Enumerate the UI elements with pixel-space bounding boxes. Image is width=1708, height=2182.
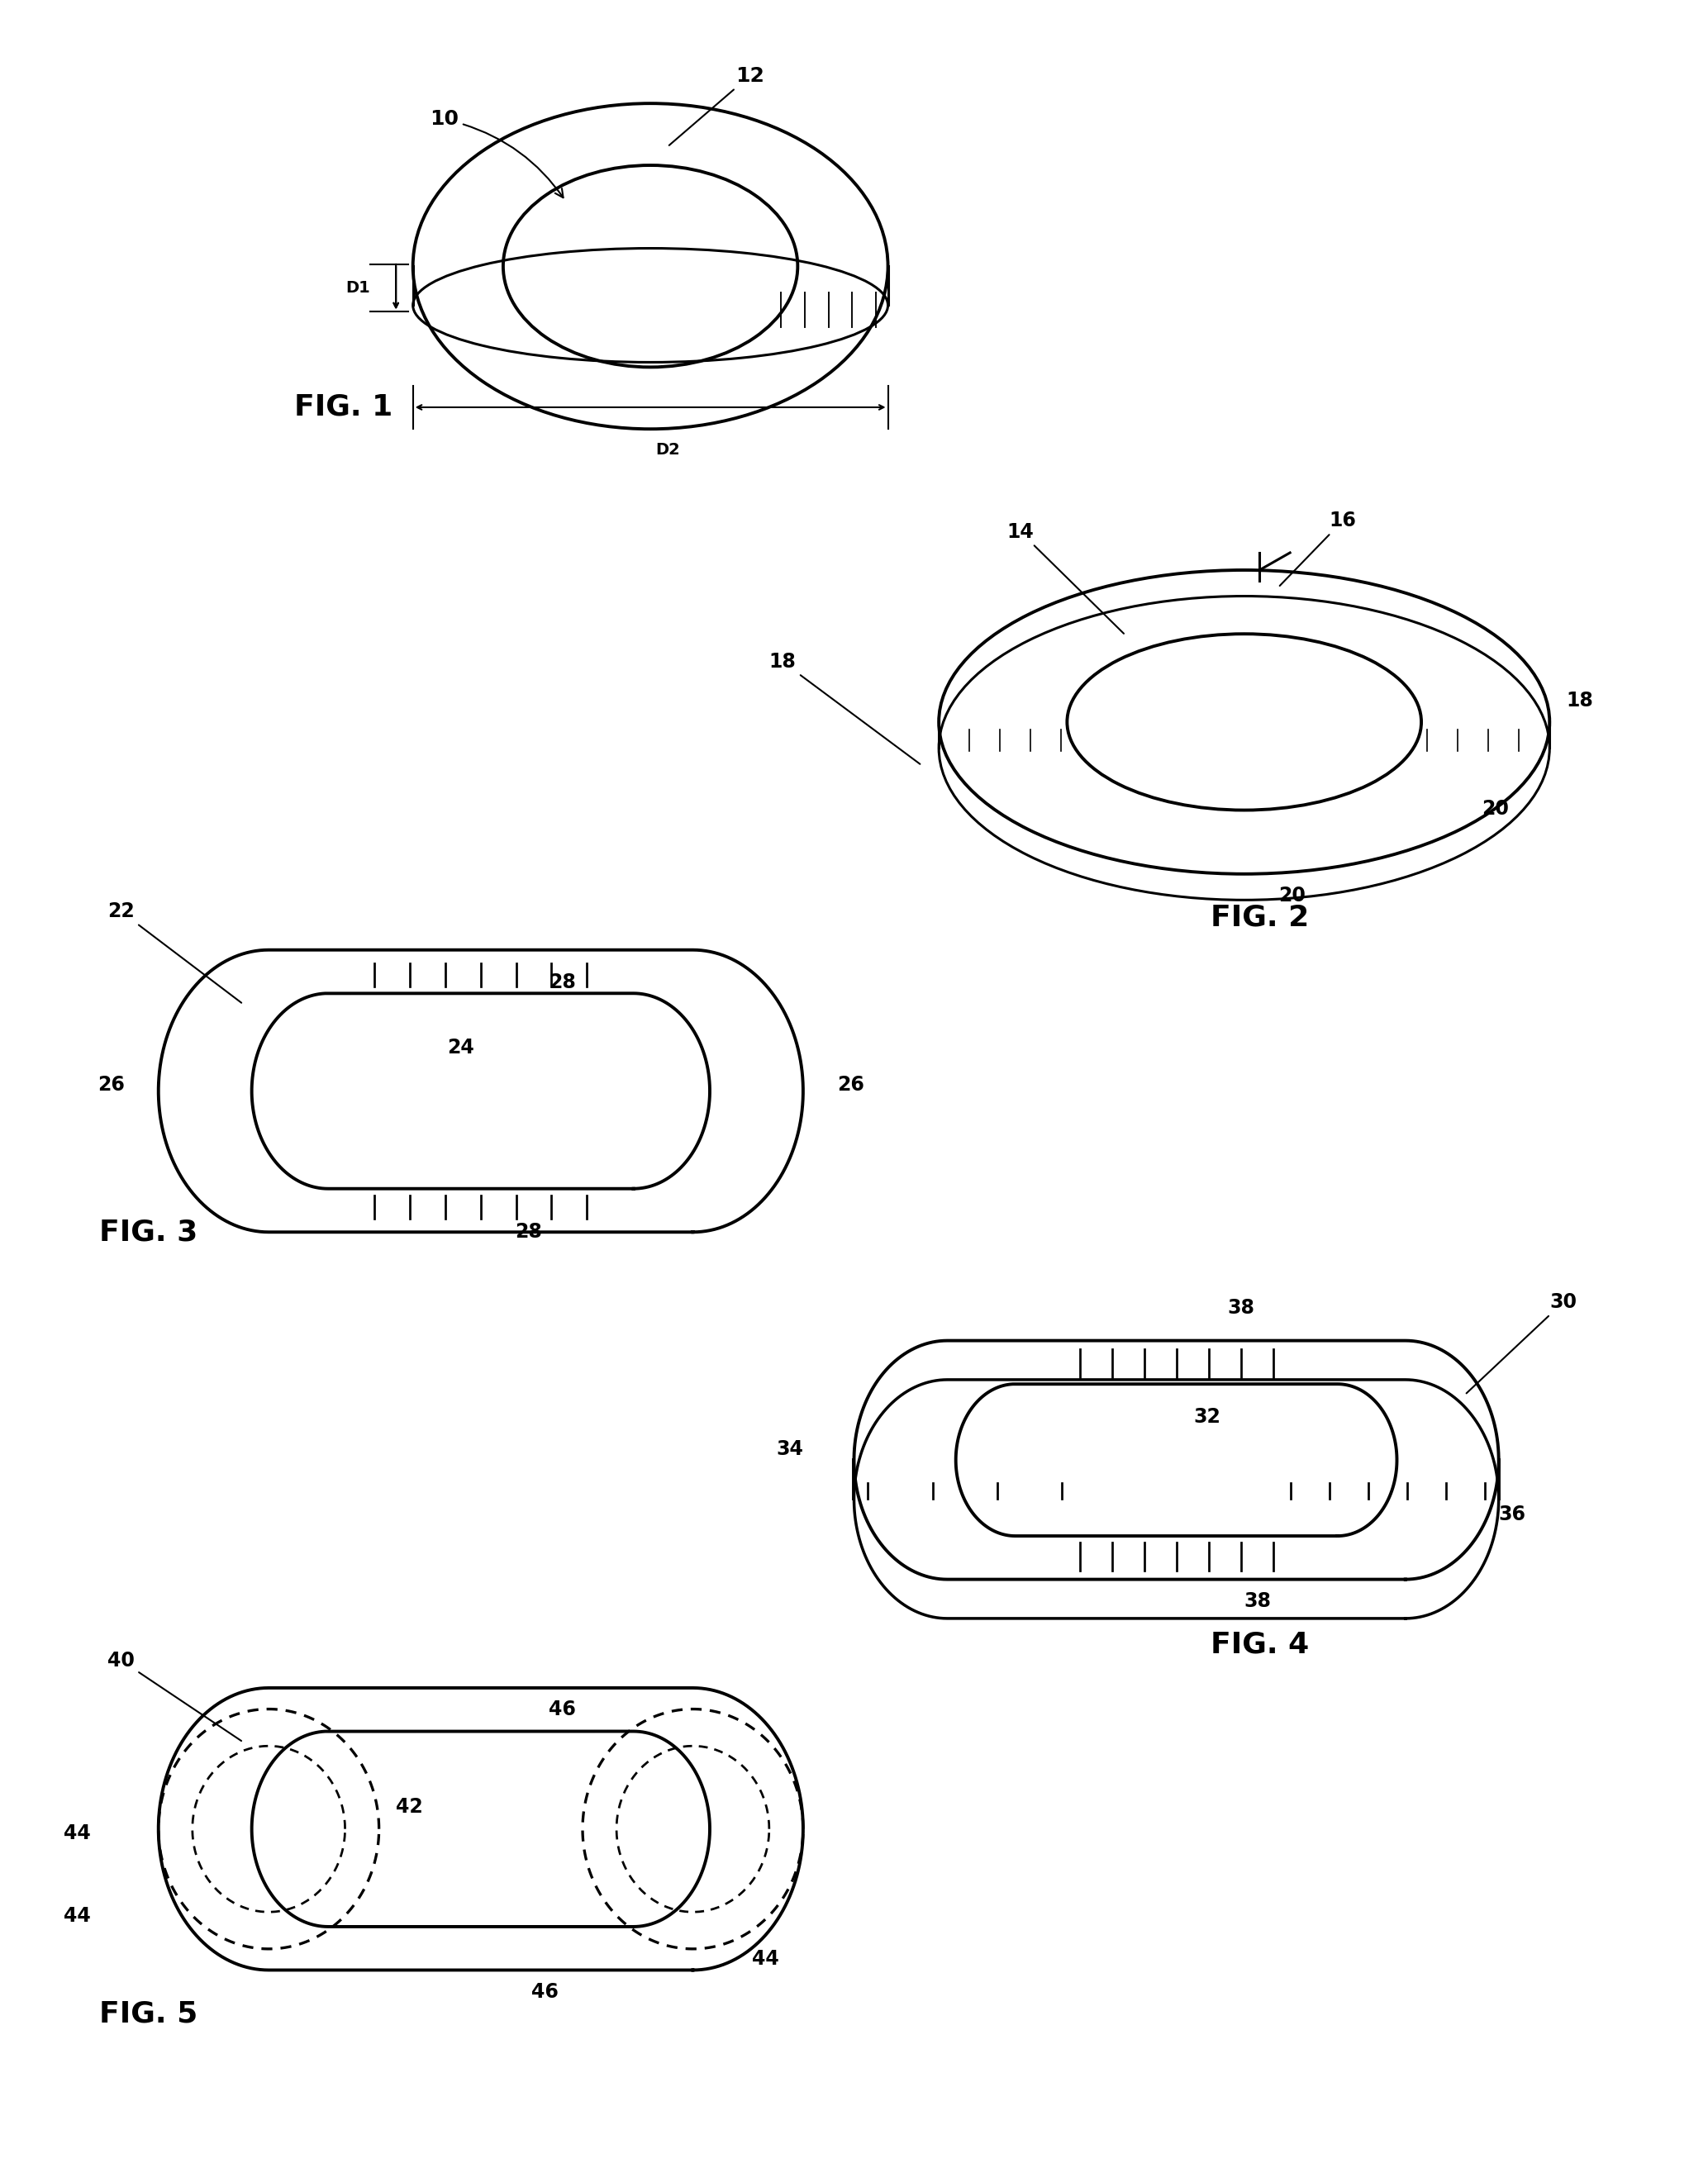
Text: 28: 28 [514,1222,541,1242]
Text: D2: D2 [656,443,680,458]
Text: 44: 44 [63,1824,91,1844]
Text: 46: 46 [548,1700,576,1719]
Text: 20: 20 [1278,886,1305,906]
Text: 42: 42 [396,1798,424,1818]
Text: FIG. 5: FIG. 5 [99,1999,198,2027]
Text: 10: 10 [430,109,564,199]
Text: 14: 14 [1006,521,1124,633]
Text: 26: 26 [837,1074,864,1095]
Text: 36: 36 [1498,1503,1525,1525]
Text: 44: 44 [752,1949,779,1968]
Text: 46: 46 [531,1981,559,2001]
Text: D1: D1 [347,279,371,297]
Text: 28: 28 [548,973,576,993]
Text: 26: 26 [97,1074,125,1095]
Text: FIG. 2: FIG. 2 [1211,903,1308,932]
Text: 34: 34 [775,1440,803,1460]
Text: 22: 22 [108,901,241,1004]
Text: 18: 18 [1566,690,1594,709]
Text: 20: 20 [1483,799,1508,818]
Text: 24: 24 [447,1039,473,1058]
Text: 30: 30 [1467,1292,1576,1394]
Text: 16: 16 [1279,511,1356,585]
Text: FIG. 1: FIG. 1 [294,393,393,421]
Text: 38: 38 [1243,1591,1271,1610]
Text: 32: 32 [1194,1407,1221,1427]
Text: 38: 38 [1228,1298,1254,1318]
Text: 40: 40 [108,1650,241,1741]
Text: FIG. 4: FIG. 4 [1211,1630,1308,1658]
Text: 18: 18 [769,652,921,764]
Text: 12: 12 [670,65,763,146]
Text: 44: 44 [63,1905,91,1927]
Text: FIG. 3: FIG. 3 [99,1218,198,1246]
